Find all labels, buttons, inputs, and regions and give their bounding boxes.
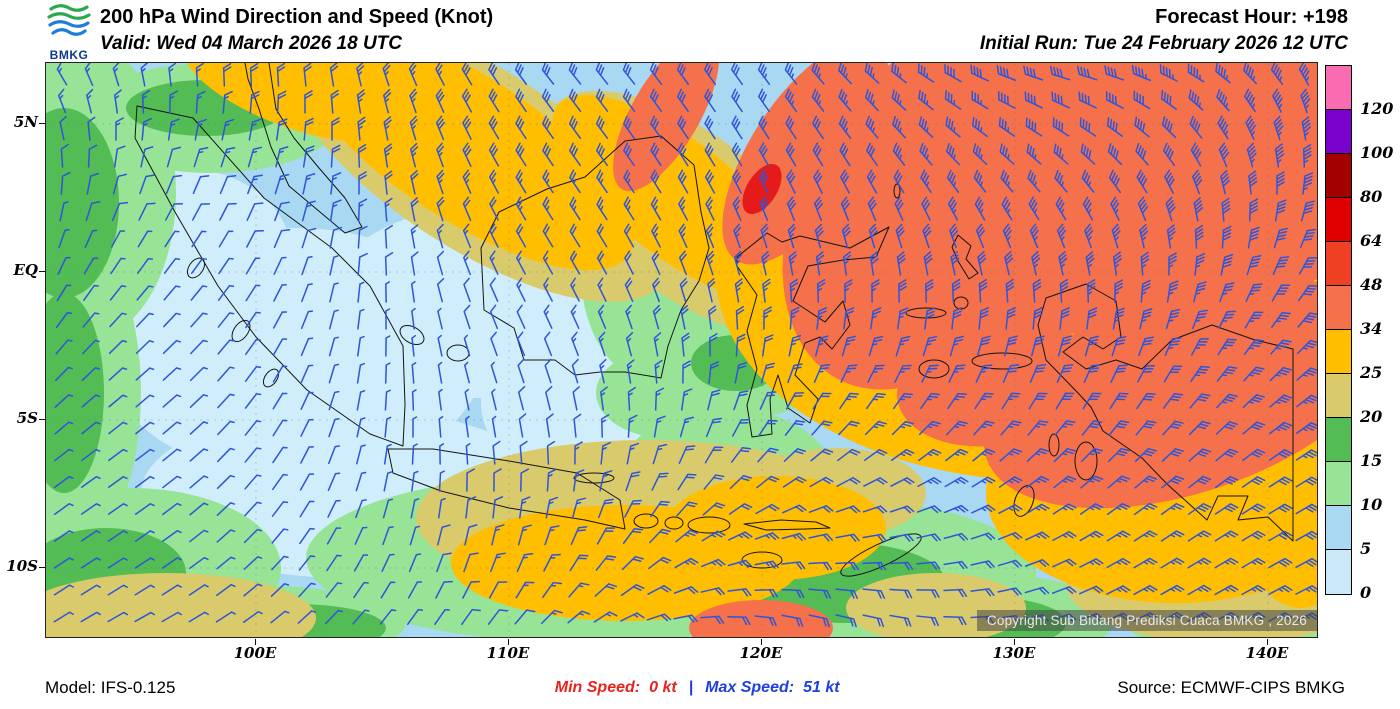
lat-label-EQ: EQ: [13, 261, 39, 279]
lat-tick: [39, 271, 45, 272]
lat-tick: [39, 419, 45, 420]
wind-map-canvas: [46, 63, 1317, 637]
legend-label-120: 120: [1360, 99, 1394, 118]
model-label: Model: IFS-0.125: [45, 678, 176, 697]
legend-label-48: 48: [1360, 275, 1383, 294]
minmax-speed: Min Speed: 0 kt | Max Speed: 51 kt: [555, 679, 840, 697]
lon-label-140E: 140E: [1245, 644, 1289, 662]
wind-speed-legend: 120 100 80 64 48 34 25 20 15 10 5 0: [1325, 65, 1393, 602]
legend-label-100: 100: [1360, 143, 1394, 162]
lat-tick: [39, 567, 45, 568]
lon-tick: [508, 639, 509, 645]
coast-java: [387, 448, 626, 530]
initial-run-label: Initial Run: Tue 24 February 2026 12 UTC: [979, 33, 1348, 54]
coast-sulawesi: [736, 226, 890, 438]
legend-segment: [1326, 462, 1351, 506]
min-speed-value: 0 kt: [649, 679, 677, 696]
legend-label-5: 5: [1360, 539, 1372, 558]
minmax-separator: |: [688, 679, 694, 696]
coast-flores: [743, 519, 831, 531]
legend-label-0: 0: [1360, 583, 1372, 602]
coast-borneo: [480, 135, 710, 379]
bmkg-logo-icon: [47, 4, 91, 36]
lon-tick: [255, 639, 256, 645]
wind-map: Copyright Sub Bidang Prediksi Cuaca BMKG…: [45, 62, 1318, 638]
legend-label-80: 80: [1360, 187, 1383, 206]
legend-segment: [1326, 154, 1351, 198]
coast-halmahera: [951, 234, 979, 280]
legend-segment: [1326, 110, 1351, 154]
lon-label-100E: 100E: [233, 644, 277, 662]
legend-label-64: 64: [1360, 231, 1383, 250]
source-label: Source: ECMWF-CIPS BMKG: [1117, 678, 1345, 697]
copyright-watermark: Copyright Sub Bidang Prediksi Cuaca BMKG…: [976, 610, 1317, 631]
lon-label-120E: 120E: [739, 644, 783, 662]
legend-segment: [1326, 242, 1351, 286]
lat-label-5S: 5S: [16, 409, 38, 427]
legend-segment: [1326, 506, 1351, 550]
lon-tick: [761, 639, 762, 645]
legend-segment: [1326, 286, 1351, 330]
min-speed-label: Min Speed:: [554, 679, 641, 696]
page-title: 200 hPa Wind Direction and Speed (Knot): [100, 6, 494, 28]
legend-segment: [1326, 418, 1351, 462]
lon-tick: [1014, 639, 1015, 645]
legend-segment: [1326, 550, 1351, 594]
coastline-layer: [134, 63, 1294, 577]
legend-segment: [1326, 198, 1351, 242]
forecast-hour-label: Forecast Hour: +198: [1155, 6, 1348, 28]
legend-label-10: 10: [1360, 495, 1383, 514]
legend-segment: [1326, 330, 1351, 374]
graticule-layer: [46, 63, 1317, 637]
coast-papua: [1037, 283, 1294, 542]
lat-tick: [39, 123, 45, 124]
lat-label-10S: 10S: [6, 557, 38, 575]
legend-label-15: 15: [1360, 451, 1383, 470]
legend-label-25: 25: [1360, 363, 1383, 382]
wind-fill-48-64-maximum: [742, 163, 782, 215]
max-speed-value: 51 kt: [803, 679, 840, 696]
bmkg-logo: BMKG: [42, 1, 96, 62]
coast-sumatra: [134, 105, 406, 447]
legend-colorbar: [1325, 65, 1352, 595]
max-speed-label: Max Speed:: [705, 679, 795, 696]
legend-segment: [1326, 374, 1351, 418]
lon-tick: [1267, 639, 1268, 645]
lon-label-130E: 130E: [992, 644, 1036, 662]
bmkg-logo-label: BMKG: [49, 48, 89, 62]
coast-malay-peninsula: [244, 63, 363, 234]
valid-time-label: Valid: Wed 04 March 2026 18 UTC: [100, 33, 403, 54]
lat-label-5N: 5N: [13, 113, 38, 131]
legend-segment: [1326, 66, 1351, 110]
lon-label-110E: 110E: [486, 644, 530, 662]
legend-label-34: 34: [1360, 319, 1383, 338]
legend-label-20: 20: [1360, 407, 1383, 426]
wind-barbs-layer: [53, 63, 1317, 628]
